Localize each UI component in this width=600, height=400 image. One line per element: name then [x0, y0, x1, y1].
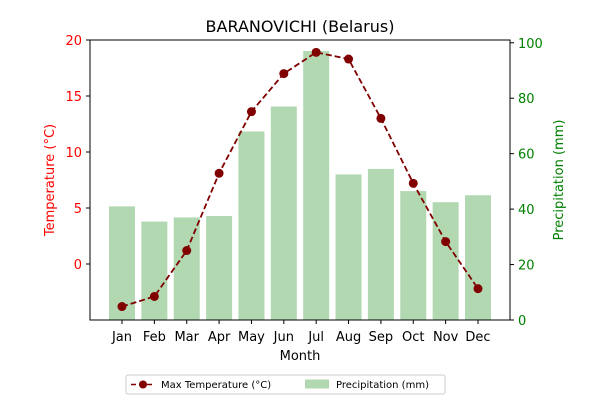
- temp-point-oct: [408, 178, 418, 188]
- left-y-tick-label: 5: [74, 202, 82, 217]
- left-y-tick-label: 10: [65, 146, 82, 161]
- right-y-tick-label: 0: [518, 314, 526, 329]
- left-y-tick-label: 15: [65, 90, 82, 105]
- legend-line-marker: [139, 380, 147, 389]
- temp-point-may: [246, 107, 256, 117]
- precip-bar-oct: [400, 191, 427, 320]
- right-y-axis-title: Precipitation (mm): [552, 120, 567, 241]
- right-y-tick-label: 60: [518, 148, 535, 163]
- left-y-axis: 0 5 10 15 20: [65, 34, 90, 273]
- x-tick-label: Jul: [307, 330, 324, 345]
- right-y-tick-label: 40: [518, 203, 535, 218]
- temp-point-sep: [376, 113, 386, 123]
- precip-bar-mar: [173, 217, 200, 320]
- plot-frame: [89, 39, 511, 321]
- precip-bar-jan: [109, 206, 135, 320]
- temp-point-apr: [214, 168, 224, 178]
- precip-bar-sep: [367, 168, 394, 320]
- temp-point-dec: [473, 284, 483, 294]
- left-y-tick-label: 0: [74, 258, 82, 273]
- left-y-axis-title: Temperature (°C): [43, 124, 58, 237]
- precip-bar-may: [238, 131, 265, 320]
- precipitation-bars: [109, 51, 491, 320]
- legend-label-precipitation: Precipitation (mm): [336, 380, 429, 391]
- temp-point-jul: [311, 47, 321, 57]
- right-y-tick-label: 100: [518, 37, 543, 52]
- legend-label-temperature: Max Temperature (°C): [161, 380, 271, 391]
- temp-point-feb: [149, 291, 159, 301]
- x-tick-label: Feb: [143, 330, 166, 345]
- precip-bar-apr: [206, 216, 233, 320]
- precip-bar-jun: [270, 106, 297, 320]
- legend-frame: [125, 374, 446, 395]
- left-y-tick-label: 20: [65, 34, 82, 49]
- precip-bar-jul: [303, 51, 330, 320]
- temp-point-jun: [279, 69, 289, 79]
- right-y-axis: 0 20 40 60 80 100: [510, 37, 543, 329]
- x-tick-label: Oct: [402, 330, 424, 345]
- precip-bar-aug: [335, 174, 362, 320]
- x-axis: Jan Feb Mar Apr May Jun Jul Aug Sep Oct Nov Dec: [111, 320, 491, 345]
- precip-bar-dec: [465, 195, 491, 320]
- temperature-series-line: [121, 51, 479, 308]
- x-tick-label: Sep: [369, 330, 394, 345]
- chart-title: BARANOVICHI (Belarus): [206, 17, 395, 36]
- x-axis-title: Month: [280, 349, 321, 364]
- temp-point-nov: [441, 237, 451, 247]
- x-tick-label: Dec: [465, 330, 490, 345]
- temp-point-jan: [117, 302, 127, 312]
- x-tick-label: Aug: [336, 330, 361, 345]
- precip-bar-feb: [141, 221, 168, 320]
- x-tick-label: May: [238, 330, 265, 345]
- legend-bar-swatch: [305, 379, 329, 389]
- right-y-tick-label: 80: [518, 92, 535, 107]
- legend: Max Temperature (°C) Precipitation (mm): [125, 374, 446, 395]
- precip-bar-nov: [432, 202, 459, 320]
- temp-point-mar: [182, 246, 192, 256]
- x-tick-label: Mar: [174, 330, 199, 345]
- x-tick-label: Apr: [208, 330, 231, 345]
- x-tick-label: Jun: [273, 330, 294, 345]
- right-y-tick-label: 20: [518, 259, 535, 274]
- temperature-line: [117, 47, 483, 312]
- x-tick-label: Nov: [433, 330, 459, 345]
- temp-point-aug: [344, 54, 354, 64]
- x-tick-label: Jan: [111, 330, 132, 345]
